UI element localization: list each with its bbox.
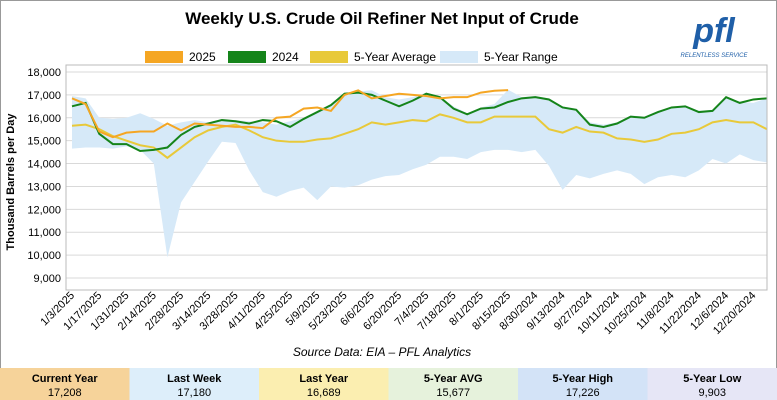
summary-value: 15,677 bbox=[436, 387, 470, 399]
legend-swatch bbox=[228, 51, 266, 63]
chart-title: Weekly U.S. Crude Oil Refiner Net Input … bbox=[185, 9, 579, 28]
y-tick-label: 18,000 bbox=[27, 67, 61, 79]
summary-value: 16,689 bbox=[307, 387, 341, 399]
summary-label: Last Week bbox=[167, 373, 222, 385]
summary-label: 5-Year Low bbox=[683, 373, 742, 385]
legend-swatch bbox=[440, 51, 478, 63]
summary-cell bbox=[0, 368, 130, 400]
summary-value: 17,226 bbox=[566, 387, 600, 399]
legend-swatch bbox=[310, 51, 348, 63]
summary-value: 9,903 bbox=[698, 387, 726, 399]
y-tick-label: 14,000 bbox=[27, 159, 61, 171]
summary-label: 5-Year High bbox=[552, 373, 613, 385]
logo-tagline: RELENTLESS SERVICE bbox=[681, 53, 749, 59]
summary-cell bbox=[647, 368, 777, 400]
legend-swatch bbox=[145, 51, 183, 63]
logo: pfl bbox=[692, 12, 736, 50]
legend-label: 2024 bbox=[272, 50, 299, 64]
series-line bbox=[71, 113, 768, 160]
summary-cell bbox=[129, 368, 259, 400]
series-line bbox=[71, 89, 509, 139]
y-tick-label: 13,000 bbox=[27, 181, 61, 193]
summary-cell bbox=[259, 368, 389, 400]
y-axis-title: Thousand Barrels per Day bbox=[5, 113, 17, 251]
y-tick-label: 11,000 bbox=[28, 227, 61, 239]
summary-value: 17,180 bbox=[177, 387, 211, 399]
y-tick-label: 9,000 bbox=[33, 273, 61, 285]
summary-label: Last Year bbox=[299, 373, 348, 385]
plot-border bbox=[65, 64, 768, 291]
summary-cell bbox=[388, 368, 518, 400]
y-tick-label: 10,000 bbox=[27, 250, 61, 262]
series-line bbox=[71, 91, 768, 152]
summary-cell bbox=[518, 368, 648, 400]
y-tick-label: 15,000 bbox=[27, 136, 61, 148]
legend-label: 2025 bbox=[189, 50, 216, 64]
summary-label: 5-Year AVG bbox=[424, 373, 483, 385]
legend-label: 5-Year Range bbox=[484, 50, 558, 64]
y-tick-label: 17,000 bbox=[27, 90, 61, 102]
summary-label: Current Year bbox=[32, 373, 99, 385]
source-note: Source Data: EIA – PFL Analytics bbox=[293, 345, 471, 359]
y-tick-label: 12,000 bbox=[27, 204, 61, 216]
legend-label: 5-Year Average bbox=[354, 50, 436, 64]
summary-value: 17,208 bbox=[48, 387, 82, 399]
y-tick-label: 16,000 bbox=[27, 113, 61, 125]
